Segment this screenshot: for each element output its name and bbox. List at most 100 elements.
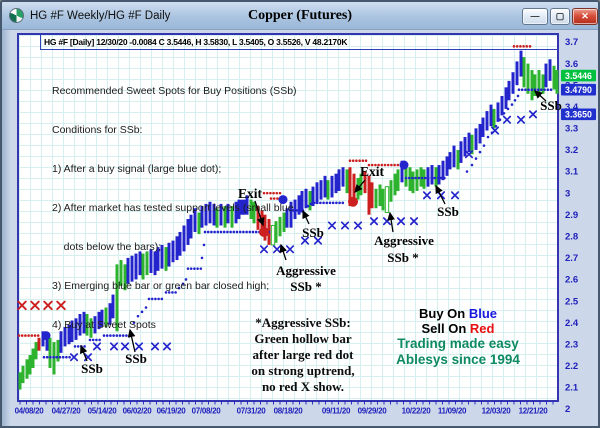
resistance-dot [358,159,361,163]
x-axis-date-label: 06/02/20 [123,407,153,416]
candle [45,333,49,351]
promo-block: Buy On Blue Sell On Red Trading made eas… [386,306,530,367]
x-axis-date-label: 07/31/20 [237,407,267,416]
support-dot [206,230,210,234]
sell-signal-dot [259,226,269,237]
annotation-arrow [127,328,136,353]
maximize-button[interactable]: ▢ [550,8,570,25]
resistance-dot [528,45,532,48]
candle [511,72,515,94]
conditions-line: Recommended Sweet Spots for Buy Position… [52,85,297,97]
support-dot [404,176,408,180]
candle [126,257,130,284]
candle [37,337,41,351]
support-dot [482,144,486,147]
y-axis-tick-label: 3.1 [565,167,579,178]
y-axis-tick-label: 2.3 [565,339,578,350]
support-dot [184,278,188,281]
candle [31,348,35,368]
blue-x-mark [382,217,392,226]
support-dot [216,230,220,234]
candle [48,337,52,368]
candle [215,208,219,228]
resistance-dot [269,191,272,195]
candle [337,169,341,191]
note-line: no red X show. [261,379,345,394]
blue-x-mark [369,217,379,226]
y-axis-tick-label: 2.4 [565,318,579,329]
candle [223,206,227,228]
blue-x-mark [396,217,406,226]
support-dot [193,267,196,270]
support-dot [414,176,417,180]
resistance-dot [370,163,374,167]
candle [153,251,157,276]
wide-signal-bar [239,199,247,215]
blue-x-mark [464,150,474,159]
candle [448,152,452,170]
support-dot [91,338,95,342]
candle [145,251,149,276]
candle [552,65,556,90]
candle [274,221,278,243]
resistance-dot [276,197,279,200]
x-axis-date-label: 09/29/20 [358,407,388,416]
buy-signal-dot [278,195,288,205]
blue-x-mark [162,342,172,351]
candle [459,141,463,163]
candle [160,244,164,269]
support-dot [245,230,248,234]
resistance-dot [30,334,34,337]
candle [470,134,474,155]
close-button[interactable]: ✕ [572,8,598,25]
resistance-dot [24,334,27,337]
candle [212,203,216,226]
annotation-arrow [279,243,287,261]
y-axis-tick-label: 3 [565,188,570,199]
candle [430,165,434,185]
blue-x-mark [353,221,363,230]
candle [175,236,179,261]
support-dot [533,88,537,92]
candle [85,314,89,336]
candle [411,171,415,194]
candle [456,149,460,170]
support-dot [417,176,421,180]
annotation-arrow [387,211,395,233]
candle [507,80,511,101]
support-dot [288,209,292,212]
window-left-edge [2,30,11,426]
candle [100,309,104,327]
candle [204,203,208,226]
candle [108,303,112,325]
support-dot [306,204,310,208]
minimize-button[interactable]: — [522,8,548,25]
candle [25,359,29,379]
candle [492,108,496,129]
annotation-label: SSb * [290,279,321,294]
red-x-mark [43,300,53,311]
blue-x-mark [422,191,432,200]
resistance-dot [522,45,525,48]
candle [178,231,182,256]
blue-x-mark [327,221,337,230]
blue-x-mark [109,342,119,351]
candle [478,124,482,144]
annotation-label: SSb [437,204,459,219]
resistance-dot [525,45,529,48]
support-dot [167,291,171,294]
support-dot [328,201,332,205]
red-x-mark [17,300,27,311]
price-marker-box [561,83,596,96]
support-dot [513,98,517,102]
candle [182,225,186,252]
buy-signal-dot [41,331,51,341]
blue-x-mark [285,245,295,254]
y-axis-tick-label: 2.6 [565,275,578,286]
support-dot [325,201,329,205]
resistance-dot [386,163,390,167]
support-dot [470,163,474,167]
resistance-dot [515,45,519,48]
title-bar[interactable]: HG #F Weekly/HG #F Daily Copper (Futures… [2,2,598,30]
